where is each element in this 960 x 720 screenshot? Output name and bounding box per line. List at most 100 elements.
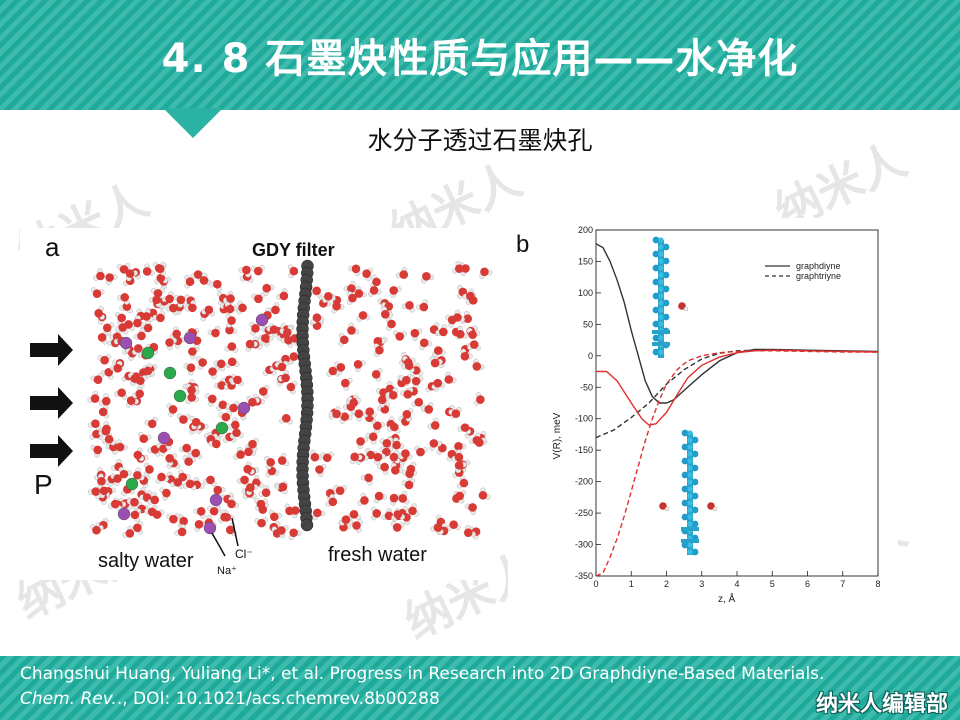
water-molecule: [196, 356, 207, 370]
water-molecule: [277, 452, 290, 467]
water-molecule: [154, 273, 168, 285]
water-molecule: [408, 503, 420, 517]
water-molecule: [90, 444, 103, 458]
water-molecule: [188, 448, 203, 460]
carbon-atom: [652, 320, 660, 328]
water-molecule: [166, 513, 181, 524]
water-molecule: [93, 268, 105, 281]
water-molecule: [274, 360, 289, 372]
water-molecule: [277, 370, 290, 383]
carbon-atom: [658, 244, 664, 250]
water-molecule: [390, 462, 404, 475]
water-molecule: [110, 473, 122, 487]
water-molecule: [376, 462, 389, 475]
water-molecule: [224, 301, 238, 314]
water-molecule: [208, 436, 222, 449]
water-molecule: [229, 428, 244, 439]
gdy-filter-label: GDY filter: [252, 240, 335, 260]
water-molecule: [365, 432, 378, 445]
carbon-atom: [652, 278, 660, 286]
series-line-graphdiyne: [595, 243, 879, 404]
water-molecule: [227, 496, 240, 509]
gdy-filter-membrane: [296, 259, 314, 532]
water-molecule: [218, 410, 233, 422]
carbon-atom: [687, 542, 693, 548]
series-line-red-3: [595, 350, 878, 577]
water-molecule: [356, 437, 369, 450]
water-molecule: [391, 510, 406, 521]
panel-b-letter: b: [516, 231, 529, 258]
water-molecule: [165, 337, 177, 351]
water-molecule: [322, 291, 336, 303]
water-molecule: [427, 417, 440, 430]
carbon-atom: [687, 444, 693, 450]
slide-title: 4. 8 石墨炔性质与应用——水净化: [161, 36, 799, 82]
water-molecule: [389, 449, 401, 464]
water-molecule: [275, 482, 288, 495]
water-molecule: [133, 447, 145, 462]
ion: [209, 493, 223, 507]
carbon-atom: [658, 286, 664, 292]
carbon-atom: [687, 437, 693, 443]
water-molecule: [133, 315, 145, 329]
carbon-atom: [687, 486, 693, 492]
y-tick-label: -200: [575, 477, 593, 487]
water-molecule: [209, 279, 223, 292]
water-molecule: [347, 322, 360, 335]
water-molecule: [410, 328, 423, 342]
carbon-atom: [658, 272, 664, 278]
x-tick-label: 7: [840, 579, 845, 589]
water-molecule: [118, 466, 132, 479]
carbon-chain: [658, 240, 664, 358]
water-molecule: [386, 422, 401, 434]
carbon-atom: [658, 307, 664, 313]
water-molecule: [401, 478, 416, 490]
water-molecule: [390, 521, 405, 532]
water-molecule: [310, 313, 325, 325]
citation-line-2: Chem. Rev.., DOI: 10.1021/acs.chemrev.8b…: [20, 687, 824, 712]
water-molecule: [276, 288, 289, 301]
x-tick-label: 2: [664, 579, 669, 589]
carbon-atom: [652, 236, 660, 244]
water-molecule: [143, 462, 154, 477]
water-molecule: [454, 461, 467, 474]
brand-label: 纳米人编辑部: [815, 692, 948, 717]
water-molecule: [182, 455, 197, 466]
water-molecule: [279, 325, 293, 337]
water-molecule: [248, 437, 259, 452]
legend-label-graphdiyne: graphdiyne: [796, 261, 841, 271]
water-molecule: [142, 263, 155, 276]
ring-bar: [681, 539, 699, 543]
water-molecule: [377, 395, 390, 408]
carbon-atom: [658, 251, 664, 257]
water-molecule: [136, 375, 148, 389]
water-molecule: [398, 490, 410, 505]
carbon-atom: [687, 500, 693, 506]
ion: [215, 421, 229, 435]
x-tick-label: 4: [734, 579, 739, 589]
water-molecule: [224, 342, 239, 353]
y-tick-label: -50: [580, 382, 593, 392]
water-oxygen: [678, 302, 686, 310]
water-molecule: [457, 423, 472, 435]
ion: [157, 431, 171, 445]
water-molecule: [173, 294, 186, 308]
chart-legend: graphdiyne graphtriyne: [765, 261, 841, 281]
carbon-atom: [687, 472, 693, 478]
water-molecule: [451, 449, 464, 462]
water-molecule: [176, 413, 191, 424]
carbon-atom: [681, 471, 689, 479]
water-molecule: [353, 360, 366, 373]
pressure-label: P: [34, 469, 53, 500]
carbon-atom: [658, 300, 664, 306]
carbon-atom: [687, 465, 693, 471]
carbon-atom: [687, 430, 693, 436]
water-molecule: [373, 452, 386, 465]
ion: [141, 346, 155, 360]
water-molecule: [473, 392, 485, 406]
carbon-atom: [658, 314, 664, 320]
carbon-atom: [658, 349, 664, 355]
water-molecule: [380, 306, 394, 319]
water-molecule: [97, 353, 112, 365]
water-molecule: [174, 524, 187, 537]
